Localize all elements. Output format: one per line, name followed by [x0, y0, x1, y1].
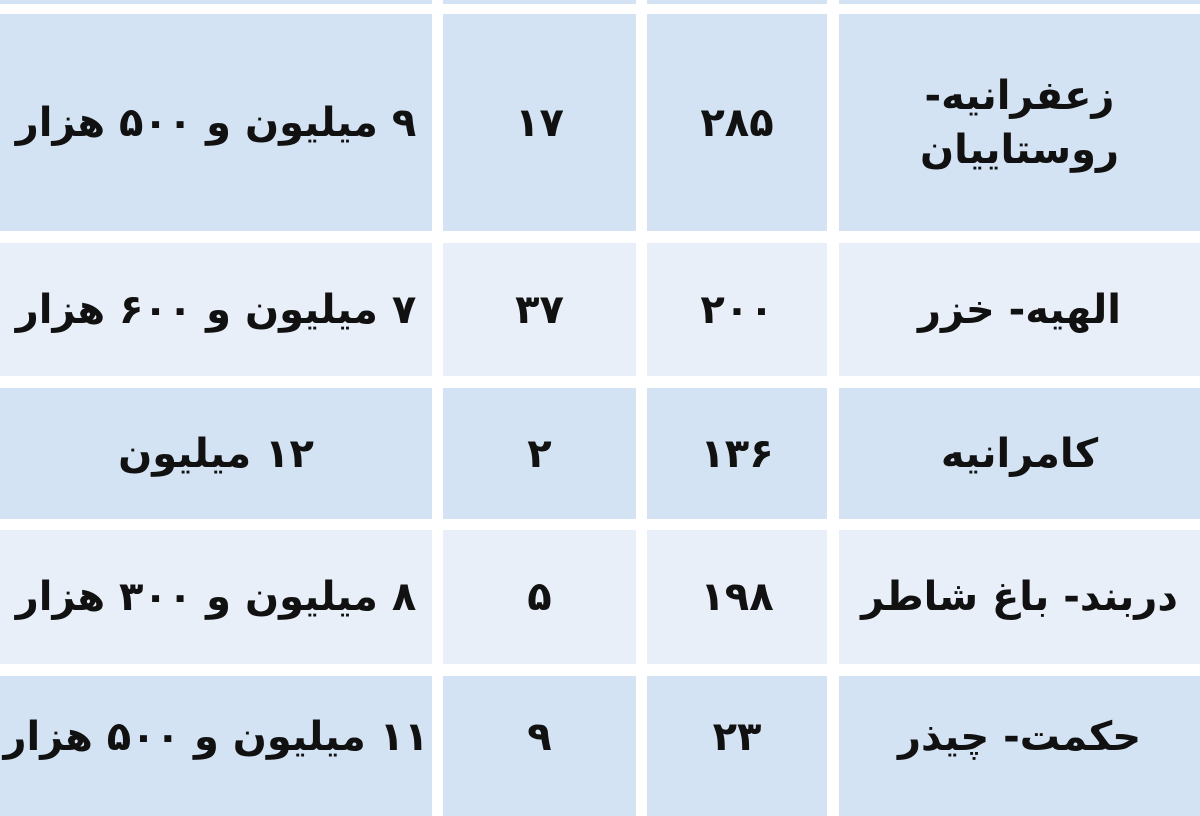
number-cell: ۱۹۸	[647, 530, 827, 664]
area-cell: زعفرانیه- روستاییان	[839, 14, 1200, 231]
table-cell	[443, 0, 636, 4]
number-cell: ۲	[443, 388, 636, 519]
table-cell	[647, 0, 827, 4]
area-cell: الهیه- خزر	[839, 243, 1200, 376]
number-cell: ۳۷	[443, 243, 636, 376]
table-cell	[0, 0, 432, 4]
area-cell: حکمت- چیذر	[839, 676, 1200, 816]
price-cell: ۷ میلیون و ۶۰۰ هزار	[0, 243, 432, 376]
number-cell: ۹	[443, 676, 636, 816]
price-cell: ۱۲ میلیون	[0, 388, 432, 519]
number-cell: ۱۳۶	[647, 388, 827, 519]
number-cell: ۱۷	[443, 14, 636, 231]
number-cell: ۲۳	[647, 676, 827, 816]
area-cell: کامرانیه	[839, 388, 1200, 519]
number-cell: ۲۸۵	[647, 14, 827, 231]
area-cell: دربند- باغ شاطر	[839, 530, 1200, 664]
table-cell	[839, 0, 1200, 4]
price-cell: ۹ میلیون و ۵۰۰ هزار	[0, 14, 432, 231]
number-cell: ۵	[443, 530, 636, 664]
price-cell: ۱۱ میلیون و ۵۰۰ هزار	[0, 676, 432, 816]
number-cell: ۲۰۰	[647, 243, 827, 376]
price-cell: ۸ میلیون و ۳۰۰ هزار	[0, 530, 432, 664]
